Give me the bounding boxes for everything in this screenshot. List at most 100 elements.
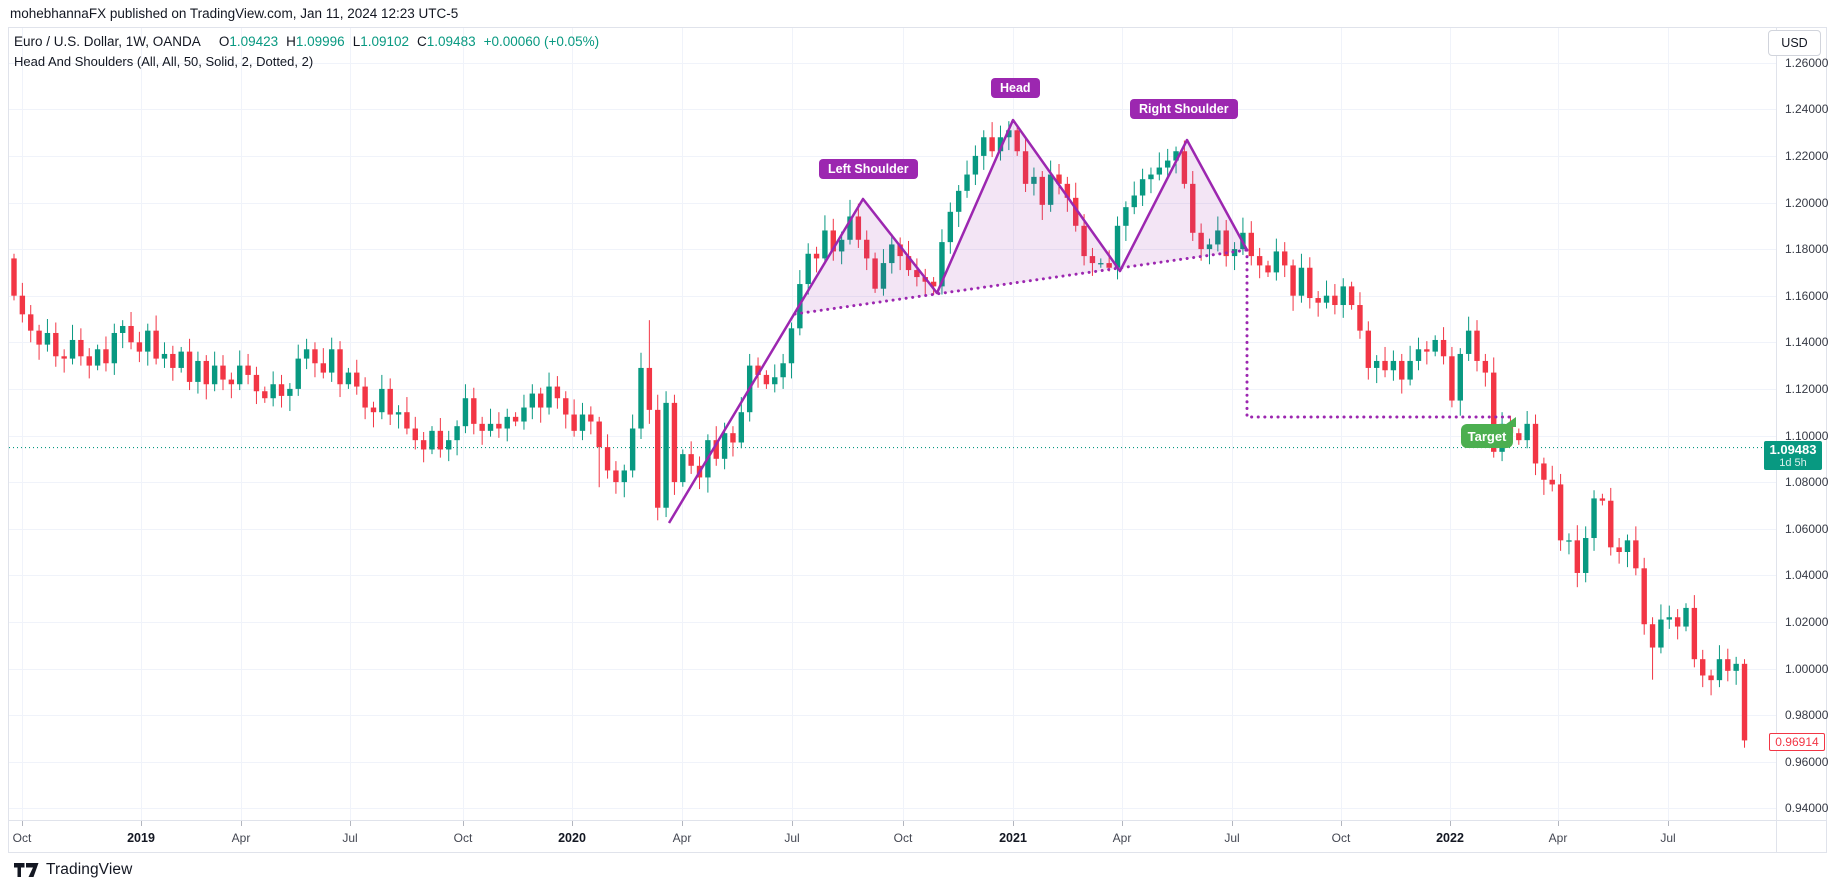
candle[interactable] [1591, 490, 1597, 551]
candle[interactable] [772, 364, 778, 393]
candle[interactable] [429, 426, 435, 455]
candle[interactable] [454, 420, 460, 456]
candle[interactable] [1733, 656, 1739, 685]
head-label[interactable]: Head [991, 78, 1040, 98]
candle[interactable] [1557, 473, 1564, 551]
candle[interactable] [1256, 247, 1263, 279]
candle[interactable] [1290, 259, 1296, 311]
candle[interactable] [638, 352, 644, 439]
candle[interactable] [1348, 281, 1355, 310]
candle[interactable] [964, 160, 970, 198]
candle[interactable] [1574, 525, 1581, 588]
candle[interactable] [303, 338, 310, 370]
candle[interactable] [412, 416, 418, 450]
candle[interactable] [604, 434, 611, 479]
candle[interactable] [345, 367, 352, 389]
candle[interactable] [1231, 242, 1238, 271]
candle[interactable] [337, 341, 343, 398]
candle[interactable] [111, 323, 118, 375]
candle[interactable] [822, 215, 828, 265]
candle[interactable] [1198, 223, 1204, 261]
candle[interactable] [370, 401, 377, 428]
candle[interactable] [1566, 533, 1572, 555]
candle[interactable] [655, 394, 661, 521]
candle[interactable] [855, 203, 862, 248]
candle[interactable] [1014, 125, 1020, 156]
candle[interactable] [1582, 526, 1589, 583]
candle[interactable] [1006, 121, 1012, 151]
candle[interactable] [1532, 414, 1539, 476]
candle[interactable] [320, 348, 327, 379]
candle[interactable] [1031, 167, 1037, 196]
candle[interactable] [437, 418, 444, 458]
candle[interactable] [1691, 595, 1698, 668]
candle[interactable] [270, 371, 276, 407]
candle[interactable] [1666, 605, 1672, 629]
candle[interactable] [1658, 604, 1664, 654]
candle[interactable] [211, 351, 218, 392]
candle[interactable] [989, 122, 995, 158]
candle[interactable] [28, 305, 34, 343]
candle[interactable] [864, 230, 870, 271]
candle[interactable] [1215, 216, 1221, 252]
candle[interactable] [1081, 214, 1087, 266]
candle[interactable] [1633, 526, 1639, 576]
candle[interactable] [253, 366, 260, 405]
candle[interactable] [195, 351, 201, 394]
candle[interactable] [1516, 428, 1522, 445]
candle[interactable] [78, 328, 84, 366]
candle[interactable] [546, 372, 552, 415]
candle[interactable] [1248, 221, 1254, 266]
candle[interactable] [471, 387, 477, 435]
candle[interactable] [245, 353, 251, 385]
candle[interactable] [889, 233, 895, 274]
candle[interactable] [563, 391, 569, 429]
candle[interactable] [1708, 669, 1714, 696]
candle[interactable] [1223, 219, 1229, 267]
candle[interactable] [1357, 292, 1363, 339]
candle[interactable] [295, 344, 301, 396]
pattern-outline[interactable] [667, 118, 1249, 524]
candle[interactable] [537, 387, 544, 423]
candle[interactable] [914, 258, 920, 287]
candle[interactable] [1139, 168, 1146, 206]
candle[interactable] [11, 253, 17, 301]
currency-toggle-button[interactable]: USD [1768, 30, 1821, 56]
candle[interactable] [805, 243, 811, 295]
candle[interactable] [1415, 337, 1422, 371]
candle[interactable] [1089, 247, 1096, 276]
candle[interactable] [237, 350, 243, 391]
candle[interactable] [69, 324, 76, 365]
candle[interactable] [379, 374, 385, 420]
candle[interactable] [170, 345, 176, 381]
candle[interactable] [312, 342, 318, 378]
candle[interactable] [872, 252, 878, 293]
candle[interactable] [1131, 181, 1137, 215]
candle[interactable] [1674, 609, 1681, 640]
candle[interactable] [1700, 649, 1706, 688]
candle[interactable] [504, 408, 510, 442]
candle[interactable] [571, 399, 577, 437]
candle[interactable] [730, 426, 736, 457]
candle[interactable] [1273, 238, 1280, 281]
candle[interactable] [86, 348, 92, 379]
candle[interactable] [780, 353, 786, 389]
candle[interactable] [972, 145, 979, 186]
candle[interactable] [1365, 321, 1372, 380]
candle[interactable] [1641, 557, 1647, 635]
candle[interactable] [1725, 648, 1731, 682]
candle[interactable] [688, 441, 694, 474]
candle[interactable] [487, 408, 494, 437]
candle[interactable] [1373, 355, 1380, 384]
candle[interactable] [496, 412, 502, 438]
candle[interactable] [328, 337, 335, 382]
candle[interactable] [588, 406, 594, 435]
candle[interactable] [1340, 278, 1346, 318]
candle[interactable] [579, 402, 586, 441]
candle[interactable] [1683, 603, 1689, 632]
target-label[interactable]: Target [1461, 417, 1516, 448]
candle[interactable] [1056, 164, 1062, 195]
candle[interactable] [136, 331, 143, 363]
candle[interactable] [1716, 645, 1723, 688]
